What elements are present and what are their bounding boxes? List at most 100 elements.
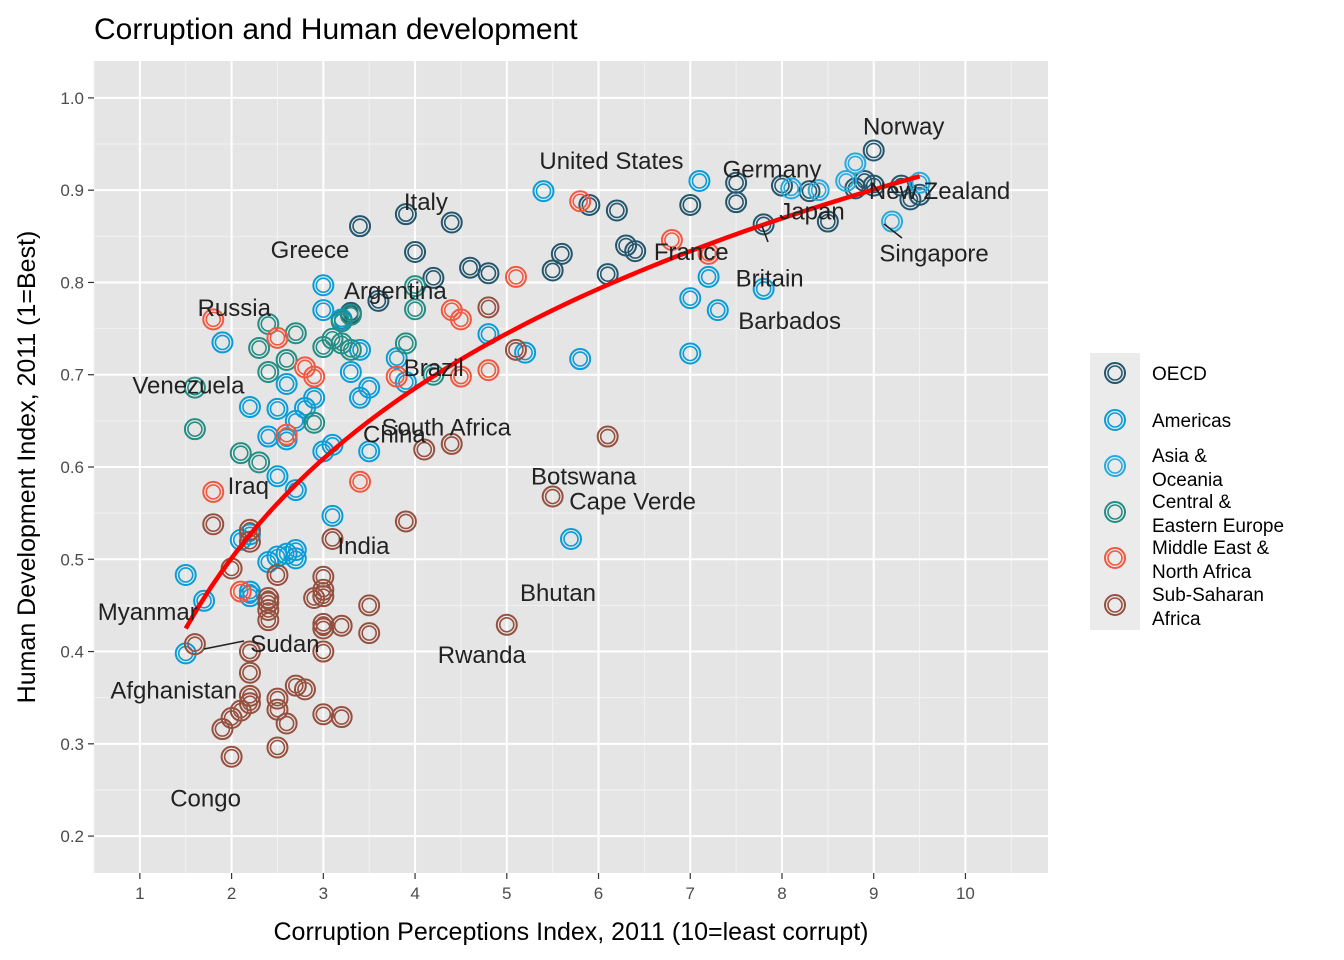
data-point bbox=[404, 298, 427, 321]
point-ring-inner bbox=[232, 583, 249, 600]
point-ring-inner bbox=[407, 244, 423, 260]
trend-line bbox=[183, 174, 921, 630]
point-ring-inner bbox=[609, 202, 625, 219]
data-point bbox=[202, 308, 225, 331]
point-ring-inner bbox=[260, 364, 277, 380]
data-point bbox=[404, 275, 427, 298]
point-ring-inner bbox=[443, 214, 460, 231]
point-ring-inner bbox=[278, 352, 295, 368]
point-ring-inner bbox=[398, 513, 414, 530]
point-ring-inner bbox=[554, 246, 570, 262]
point-ring-outer bbox=[312, 703, 335, 726]
legend-key-icon bbox=[1104, 594, 1126, 616]
point-ring-outer bbox=[459, 256, 482, 279]
point-ring-outer bbox=[275, 372, 298, 395]
point-ring-inner bbox=[361, 597, 377, 614]
point-ring-inner bbox=[865, 142, 882, 159]
y-tick-label: 0.5 bbox=[60, 550, 84, 569]
data-point bbox=[266, 687, 289, 710]
data-point bbox=[266, 736, 289, 759]
point-ring-outer bbox=[266, 563, 289, 586]
point-ring-outer bbox=[908, 183, 931, 206]
point-ring-inner bbox=[205, 484, 222, 500]
point-ring-inner bbox=[278, 431, 295, 448]
point-ring-inner bbox=[911, 175, 928, 191]
point-ring-inner bbox=[599, 266, 616, 282]
point-ring-outer bbox=[679, 193, 702, 216]
x-tick-label: 9 bbox=[869, 884, 878, 903]
data-point bbox=[275, 372, 298, 395]
data-point bbox=[174, 563, 197, 586]
point-ring-inner bbox=[333, 617, 350, 634]
point-ring-outer bbox=[238, 640, 261, 663]
data-point bbox=[477, 359, 500, 382]
data-point bbox=[752, 277, 775, 300]
point-ring-inner bbox=[288, 325, 304, 342]
data-point bbox=[394, 203, 417, 226]
point-ring-outer bbox=[284, 479, 307, 502]
data-point bbox=[312, 640, 335, 663]
x-tick-label: 6 bbox=[594, 884, 603, 903]
point-ring-outer bbox=[569, 348, 592, 371]
data-point bbox=[807, 179, 830, 202]
data-point bbox=[697, 265, 720, 288]
data-point bbox=[422, 363, 445, 386]
label-leader-line bbox=[761, 225, 769, 243]
data-point bbox=[293, 356, 316, 379]
point-label: Myanmar bbox=[98, 599, 198, 626]
data-point bbox=[569, 190, 592, 213]
point-label: Germany bbox=[723, 157, 822, 184]
data-point bbox=[477, 296, 500, 319]
point-ring-outer bbox=[679, 287, 702, 310]
point-label: India bbox=[337, 533, 390, 560]
data-point bbox=[440, 211, 463, 234]
legend-item: Asia & Oceania bbox=[1104, 446, 1223, 491]
point-ring-inner bbox=[251, 454, 267, 471]
point-ring-inner bbox=[315, 277, 332, 294]
y-tick-label: 0.4 bbox=[60, 643, 84, 662]
point-ring-outer bbox=[266, 397, 289, 420]
point-ring-outer bbox=[449, 308, 472, 331]
point-ring-outer bbox=[312, 585, 335, 608]
data-point bbox=[541, 259, 564, 282]
legend-key-icon bbox=[1104, 547, 1126, 569]
data-point bbox=[321, 527, 344, 550]
point-ring-outer bbox=[697, 265, 720, 288]
point-label: United States bbox=[539, 148, 683, 175]
point-ring-inner bbox=[315, 706, 332, 723]
point-ring-outer bbox=[284, 674, 307, 697]
point-ring-inner bbox=[260, 428, 277, 445]
point-ring-inner bbox=[443, 436, 460, 452]
x-tick-label: 5 bbox=[502, 884, 511, 903]
data-point bbox=[541, 485, 564, 508]
point-ring-outer bbox=[339, 338, 362, 361]
point-ring-inner bbox=[453, 368, 469, 385]
data-point bbox=[413, 438, 436, 461]
point-ring-outer bbox=[1104, 455, 1126, 477]
point-ring-inner bbox=[453, 311, 469, 328]
legend-item: Middle East & North Africa bbox=[1104, 538, 1270, 583]
data-point bbox=[229, 442, 252, 465]
point-ring-outer bbox=[330, 706, 353, 729]
point-ring-inner bbox=[535, 183, 552, 199]
point-ring-outer bbox=[257, 360, 280, 383]
point-ring-outer bbox=[394, 510, 417, 533]
point-ring-inner bbox=[306, 590, 322, 606]
point-ring-outer bbox=[605, 199, 628, 222]
point-ring-outer bbox=[541, 259, 564, 282]
data-point bbox=[211, 331, 234, 354]
point-ring-inner bbox=[343, 364, 359, 380]
point-ring-outer bbox=[404, 275, 427, 298]
point-label: Congo bbox=[170, 786, 241, 813]
point-ring-inner bbox=[407, 278, 423, 294]
point-labels: Norway Germany United States Italy Japan New … bbox=[98, 114, 1011, 813]
point-ring-outer bbox=[881, 210, 904, 233]
point-ring-inner bbox=[315, 569, 332, 585]
data-point bbox=[284, 547, 307, 570]
point-ring-inner bbox=[187, 379, 203, 396]
data-point bbox=[798, 180, 821, 203]
data-point bbox=[339, 360, 362, 383]
data-point bbox=[358, 622, 381, 645]
x-axis-title: Corruption Perceptions Index, 2011 (10=l… bbox=[273, 918, 868, 946]
point-label: Barbados bbox=[738, 308, 841, 335]
